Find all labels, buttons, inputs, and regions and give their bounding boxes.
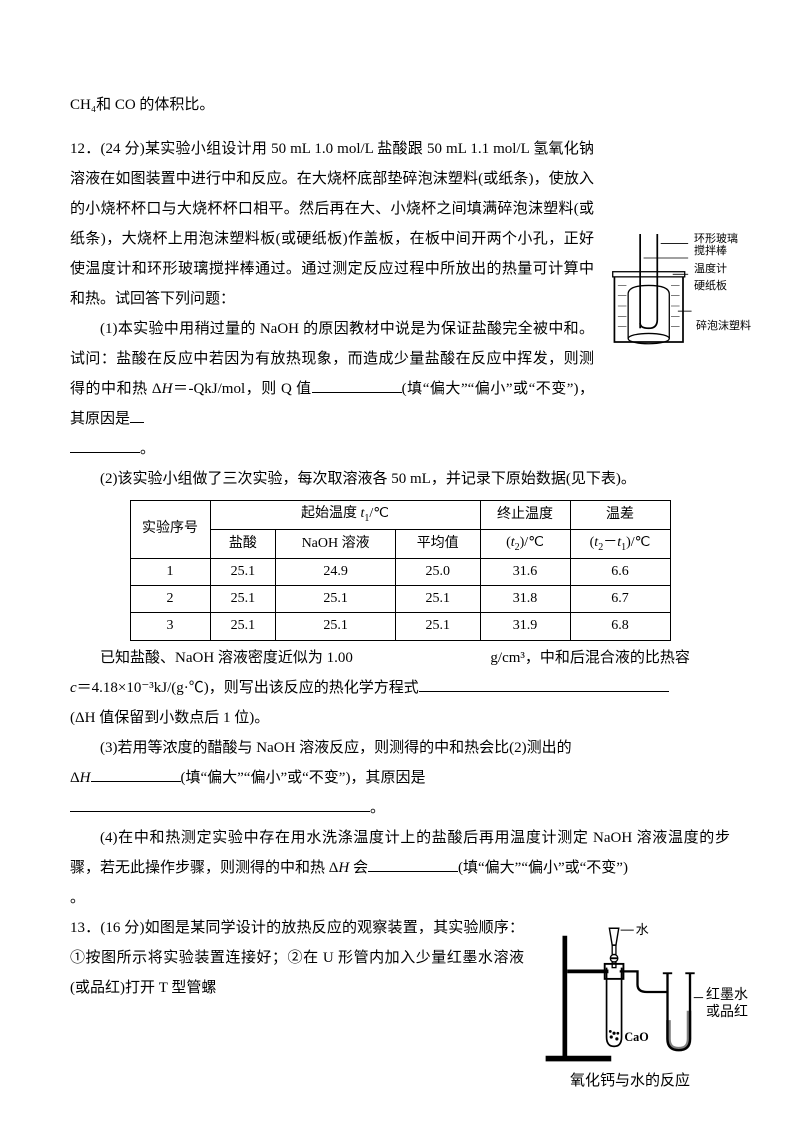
text: (3)若用等浓度的醋酸与 NaOH 溶液反应，则测得的中和热会比(2)测出的	[100, 740, 572, 756]
text: CH₄和 CO 的体积比。	[70, 97, 214, 113]
blank-part3-choice[interactable]	[91, 781, 181, 782]
col-hcl: 盐酸	[210, 529, 276, 558]
cell: 1	[130, 558, 210, 585]
q12-equation-note: (ΔH 值保留到小数点后 1 位)。	[70, 703, 730, 733]
q12-part2-intro: (2)该实验小组做了三次实验，每次取溶液各 50 mL，并记录下原始数据(见下表…	[70, 464, 730, 494]
delta-h: H	[162, 381, 173, 397]
cell: 25.1	[210, 585, 276, 612]
cell: 25.1	[276, 585, 396, 612]
col-t2a: 终止温度	[480, 501, 570, 530]
cell: 6.6	[570, 558, 670, 585]
blank-equation[interactable]	[419, 691, 669, 692]
col-avg: 平均值	[395, 529, 480, 558]
delta: Δ	[70, 770, 80, 786]
text: g/cm³，中和后混合液的比热容	[490, 650, 690, 666]
cao-svg: 水 CaO	[530, 917, 730, 1067]
label-board: 硬纸板	[694, 280, 800, 292]
cell: 31.8	[480, 585, 570, 612]
h: H	[338, 860, 349, 876]
cell: 25.1	[210, 613, 276, 640]
svg-text:CaO: CaO	[624, 1030, 648, 1044]
col-exp: 实验序号	[130, 501, 210, 559]
text: 13．(16 分)如图是某同学设计的放热反应的观察装置，其实验顺序：①按图所示将…	[70, 920, 524, 996]
col-t1: 起始温度 t1/℃	[210, 501, 480, 530]
continuation-line: CH₄和 CO 的体积比。	[70, 90, 730, 120]
blank-reason-start[interactable]	[130, 422, 144, 423]
text: 。	[370, 800, 385, 816]
cell: 25.1	[395, 613, 480, 640]
figure-caption: 氧化钙与水的反应	[530, 1072, 730, 1090]
text: ＝4.18×10⁻³kJ/(g·℃)，则写出该反应的热化学方程式	[77, 680, 419, 696]
calorimeter-figure: 环形玻璃 搅拌棒 温度计 硬纸板 碎泡沫塑料	[600, 234, 730, 418]
text: 已知盐酸、NaOH 溶液密度近似为 1.00	[100, 650, 353, 666]
cell: 3	[130, 613, 210, 640]
label-thermometer: 温度计	[694, 263, 800, 275]
table-row: 2 25.1 25.1 25.1 31.8 6.7	[130, 585, 670, 612]
cell: 6.8	[570, 613, 670, 640]
text: 。	[140, 441, 155, 457]
question-13: 水 CaO 红墨水 或品红 氧化钙与水的反应 13．(16 分)如图是某同学设计…	[70, 913, 730, 1003]
blank-part4[interactable]	[368, 871, 458, 872]
cell: 31.6	[480, 558, 570, 585]
col-naoh: NaOH 溶液	[276, 529, 396, 558]
cell: 2	[130, 585, 210, 612]
text: 起始温度 t1/℃	[301, 506, 389, 521]
svg-text:水: 水	[636, 922, 649, 937]
cell: 31.9	[480, 613, 570, 640]
label-ink: 红墨水 或品红	[706, 988, 748, 1022]
col-diff-b: (t2－t1)/℃	[570, 529, 670, 558]
cell: 24.9	[276, 558, 396, 585]
cell: 25.1	[395, 585, 480, 612]
table-row: 3 25.1 25.1 25.1 31.9 6.8	[130, 613, 670, 640]
label-stirrer: 环形玻璃 搅拌棒	[694, 233, 744, 257]
cell: 25.1	[210, 558, 276, 585]
question-12: 环形玻璃 搅拌棒 温度计 硬纸板 碎泡沫塑料 12．(24 分)某实验小组设计用…	[70, 134, 730, 913]
text: (ΔH 值保留到小数点后 1 位)。	[70, 710, 269, 726]
text: (填“偏大”“偏小”或“不变”)，其原因是	[181, 770, 426, 786]
q12-part3b: ΔH (填“偏大”“偏小”或“不变”)，其原因是	[70, 763, 730, 793]
label-foam: 碎泡沫塑料	[696, 320, 756, 332]
blank-part3-reason[interactable]	[70, 811, 370, 812]
text: (4)在中和热测定实验中存在用水洗涤温度计上的盐酸后再用温度计测定 NaOH 溶…	[70, 830, 730, 876]
text: (2)该实验小组做了三次实验，每次取溶液各 50 mL，并记录下原始数据(见下表…	[100, 471, 636, 487]
q12-part4-end: 。	[70, 883, 730, 913]
col-t2b: (t2)/℃	[480, 529, 570, 558]
q12-part3c: 。	[70, 793, 730, 823]
q12-part4: (4)在中和热测定实验中存在用水洗涤温度计上的盐酸后再用温度计测定 NaOH 溶…	[70, 823, 730, 883]
experiment-data-table: 实验序号 起始温度 t1/℃ 终止温度 温差 盐酸 NaOH 溶液 平均值 (t…	[130, 500, 671, 641]
h: H	[80, 770, 91, 786]
q12-after-table: 已知盐酸、NaOH 溶液密度近似为 1.00 g/cm³，中和后混合液的比热容	[70, 643, 730, 673]
text: ＝-QkJ/mol，则 Q 值	[172, 381, 311, 397]
cell: 6.7	[570, 585, 670, 612]
table-row: 1 25.1 24.9 25.0 31.6 6.6	[130, 558, 670, 585]
text: 会	[349, 860, 368, 876]
q12-equation-line: c＝4.18×10⁻³kJ/(g·℃)，则写出该反应的热化学方程式	[70, 673, 730, 703]
q12-part3a: (3)若用等浓度的醋酸与 NaOH 溶液反应，则测得的中和热会比(2)测出的	[70, 733, 730, 763]
c-sym: c	[70, 680, 77, 696]
cao-apparatus-figure: 水 CaO 红墨水 或品红 氧化钙与水的反应	[530, 917, 730, 1090]
blank-q-value[interactable]	[312, 392, 402, 393]
cell: 25.0	[395, 558, 480, 585]
text: 12．(24 分)某实验小组设计用 50 mL 1.0 mol/L 盐酸跟 50…	[70, 141, 594, 307]
text: (填“偏大”“偏小”或“不变”)	[458, 860, 628, 876]
col-diff-a: 温差	[570, 501, 670, 530]
blank-reason-cont[interactable]	[70, 452, 140, 453]
cell: 25.1	[276, 613, 396, 640]
text: 。	[70, 890, 85, 906]
